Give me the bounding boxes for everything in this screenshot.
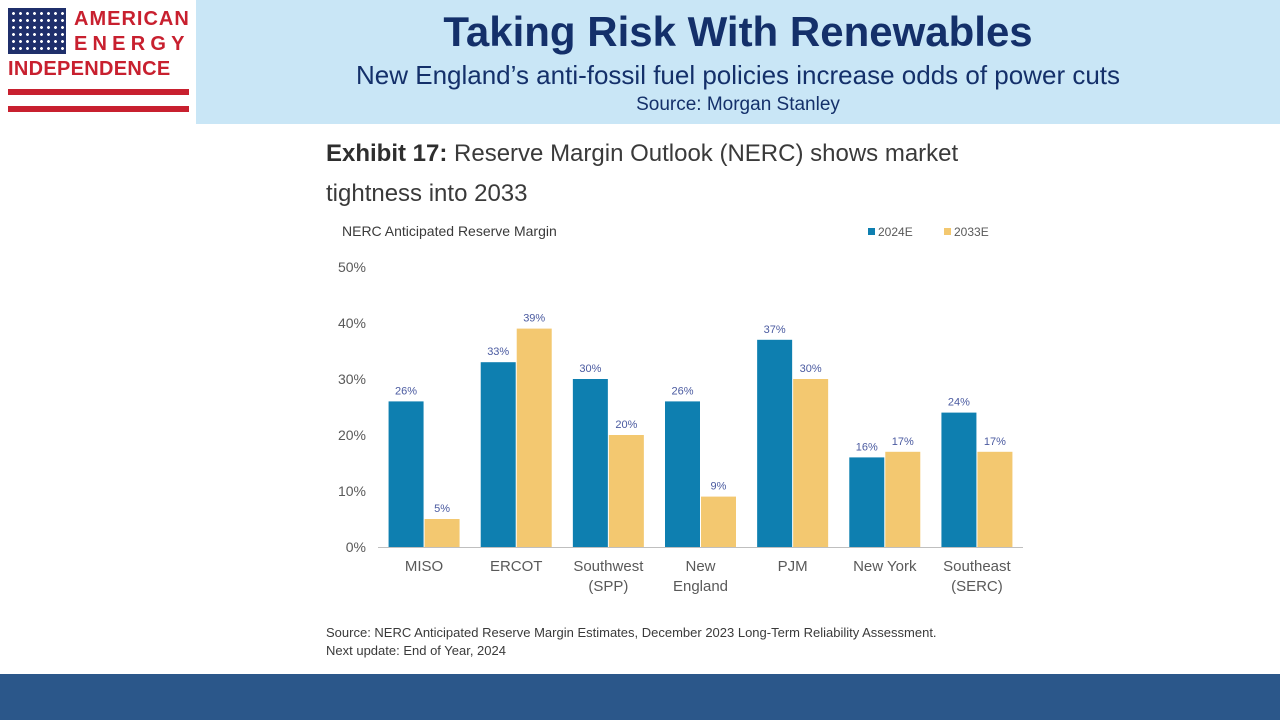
y-tick-label: 50%	[338, 259, 366, 275]
legend-label: 2033E	[954, 225, 989, 239]
legend-label: 2024E	[878, 225, 913, 239]
bar-2024e	[388, 401, 424, 547]
x-tick-label: (SPP)	[588, 578, 628, 595]
source-note-line: Source: NERC Anticipated Reserve Margin …	[326, 625, 937, 640]
logo-line-energy: ENERGY	[74, 33, 190, 55]
data-label: 37%	[764, 324, 786, 336]
x-tick-label: MISO	[405, 558, 443, 575]
bar-2033e	[701, 496, 736, 547]
data-label: 39%	[523, 313, 545, 325]
bar-2024e	[480, 362, 516, 547]
y-tick-label: 30%	[338, 371, 366, 387]
bar-2033e	[885, 451, 921, 547]
data-label: 16%	[856, 441, 878, 453]
x-tick-label: New	[685, 558, 715, 575]
y-tick-label: 10%	[338, 483, 366, 499]
footer-bar	[0, 674, 1280, 720]
chart-source-note: Source: NERC Anticipated Reserve Margin …	[326, 624, 937, 660]
bar-2024e	[665, 401, 700, 547]
logo-line-american: AMERICAN	[74, 8, 190, 30]
bar-2033e	[608, 435, 644, 547]
data-label: 9%	[711, 481, 727, 493]
chart-title: NERC Anticipated Reserve Margin	[342, 223, 557, 239]
x-tick-label: New York	[853, 558, 917, 575]
data-label: 30%	[800, 363, 822, 375]
title-banner: Taking Risk With Renewables New England’…	[196, 0, 1280, 124]
brand-logo: AMERICAN ENERGY INDEPENDENCE	[0, 0, 196, 124]
y-tick-label: 0%	[346, 539, 366, 555]
bar-2024e	[941, 412, 977, 547]
bar-2024e	[849, 457, 885, 547]
data-label: 33%	[487, 346, 509, 358]
bar-2033e	[424, 519, 460, 547]
x-tick-label: England	[673, 578, 728, 595]
source-note-line: Next update: End of Year, 2024	[326, 643, 506, 658]
page-source: Source: Morgan Stanley	[636, 94, 840, 115]
data-label: 30%	[579, 363, 601, 375]
reserve-margin-chart: NERC Anticipated Reserve Margin 2024E 2033…	[338, 223, 1023, 595]
x-tick-label: Southeast	[943, 558, 1011, 575]
page-subtitle: New England’s anti-fossil fuel policies …	[355, 60, 1121, 90]
legend-swatch	[868, 228, 875, 235]
data-label: 20%	[615, 419, 637, 431]
logo-stripe	[8, 106, 189, 112]
exhibit-heading: Exhibit 17: Reserve Margin Outlook (NERC…	[326, 134, 1026, 214]
logo-line-independence: INDEPENDENCE	[8, 58, 171, 80]
bar-2033e	[793, 379, 829, 547]
data-label: 17%	[984, 436, 1006, 448]
x-tick-label: Southwest	[573, 558, 644, 575]
x-tick-label: (SERC)	[951, 578, 1003, 595]
exhibit-text: Reserve Margin Outlook (NERC) shows mark…	[326, 140, 959, 207]
page-title: Taking Risk With Renewables	[443, 8, 1033, 55]
data-label: 26%	[671, 385, 693, 397]
data-label: 17%	[892, 436, 914, 448]
y-tick-label: 20%	[338, 427, 366, 443]
bar-2024e	[757, 339, 793, 547]
exhibit-label: Exhibit 17:	[326, 140, 448, 167]
us-flag-icon	[8, 8, 66, 54]
data-label: 24%	[948, 397, 970, 409]
legend-swatch	[944, 228, 951, 235]
bar-2033e	[516, 328, 552, 547]
logo-stripe	[8, 89, 189, 95]
data-label: 26%	[395, 385, 417, 397]
y-tick-label: 40%	[338, 315, 366, 331]
x-tick-label: ERCOT	[490, 558, 543, 575]
data-label: 5%	[434, 503, 450, 515]
bar-2024e	[572, 379, 608, 547]
bar-2033e	[977, 451, 1013, 547]
x-tick-label: PJM	[778, 558, 808, 575]
